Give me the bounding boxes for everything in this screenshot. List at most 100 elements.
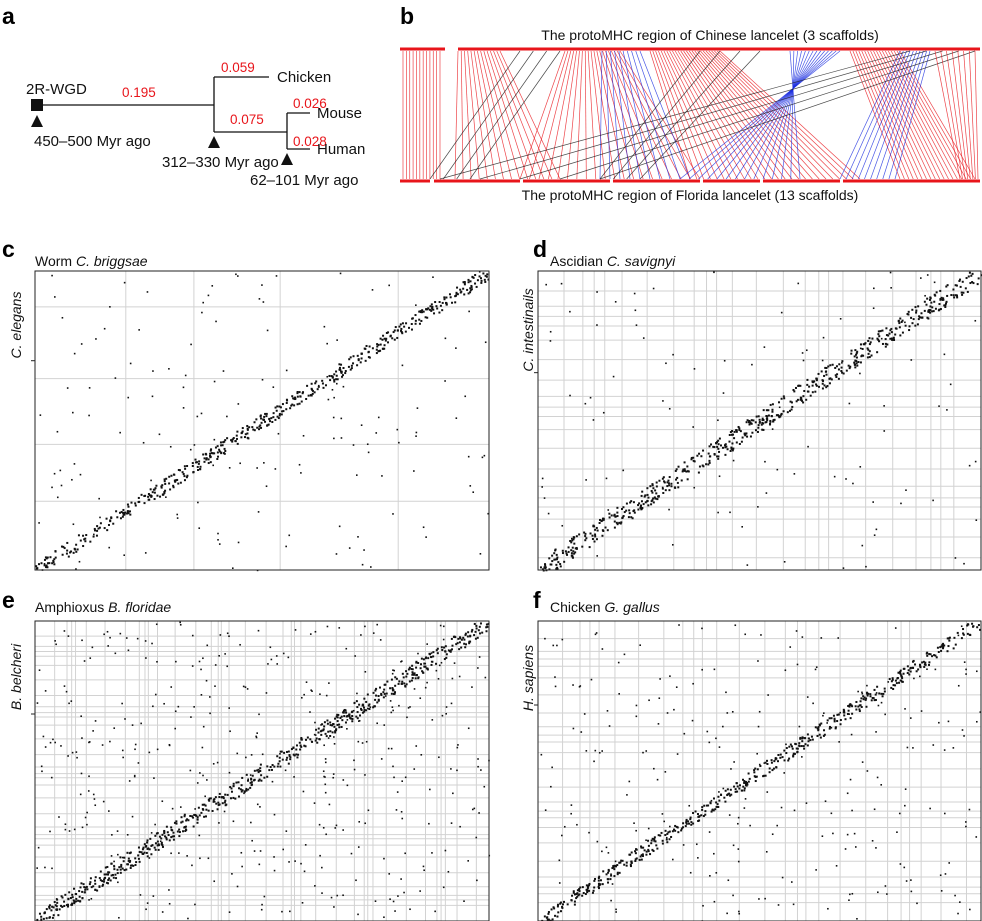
dot — [83, 538, 86, 541]
synteny-link — [605, 50, 611, 180]
dot — [323, 744, 325, 747]
dot — [869, 693, 872, 696]
dot — [252, 428, 255, 431]
dot — [38, 912, 41, 915]
dot — [305, 738, 308, 741]
dot — [701, 627, 703, 630]
dot — [749, 435, 752, 438]
dot — [641, 855, 644, 858]
dot — [852, 482, 854, 485]
dot — [413, 688, 416, 690]
dot — [185, 828, 188, 831]
x-species-label-d: Ascidian C. savignyi — [550, 253, 676, 269]
dot — [724, 446, 727, 449]
dot — [713, 271, 715, 274]
dot — [952, 288, 955, 291]
dot — [393, 669, 395, 672]
dot — [93, 527, 96, 530]
dot — [788, 745, 791, 748]
dot — [118, 511, 121, 514]
dot — [456, 769, 458, 772]
dot — [72, 523, 75, 526]
dot — [940, 296, 943, 299]
dot — [296, 391, 299, 394]
dot — [480, 281, 483, 284]
dot — [333, 378, 336, 381]
dot — [959, 278, 962, 281]
dot — [286, 756, 289, 759]
dot — [153, 777, 155, 779]
dot — [896, 831, 898, 833]
dot — [539, 566, 542, 569]
dot — [638, 858, 641, 861]
dot — [89, 657, 92, 659]
dot — [311, 392, 314, 395]
dot — [342, 711, 345, 714]
dot — [701, 806, 704, 809]
dot — [292, 397, 295, 400]
dot — [191, 465, 194, 468]
dot — [825, 367, 828, 370]
synteny-link — [613, 50, 721, 180]
synteny-link — [951, 50, 969, 180]
dot — [946, 284, 949, 287]
dot — [592, 524, 595, 527]
wgd-label: 2R-WGD — [26, 81, 87, 98]
synteny-link — [940, 50, 963, 180]
dot — [755, 415, 758, 418]
dot — [423, 662, 426, 665]
dot — [168, 475, 171, 478]
dot — [899, 670, 902, 673]
dot — [435, 662, 438, 665]
dot — [175, 820, 178, 823]
dot — [197, 501, 199, 504]
dot — [478, 625, 481, 628]
dot — [299, 395, 302, 398]
dot — [123, 554, 126, 557]
dot — [107, 523, 110, 526]
dot — [434, 910, 436, 913]
dot — [751, 431, 754, 434]
dot — [272, 412, 275, 415]
dot — [273, 869, 276, 872]
dot — [594, 528, 597, 531]
dot — [216, 808, 219, 811]
dot — [561, 524, 564, 527]
dot — [318, 738, 321, 741]
dot — [356, 700, 358, 702]
dot — [880, 692, 883, 695]
dot — [171, 835, 174, 838]
dot — [45, 917, 48, 920]
dot — [445, 653, 448, 656]
dot — [470, 284, 473, 287]
dot — [547, 512, 550, 515]
dot — [974, 319, 977, 322]
synteny-link — [519, 50, 566, 180]
dot — [612, 375, 615, 378]
dot — [241, 776, 244, 779]
dot — [43, 563, 46, 565]
dot — [257, 629, 260, 632]
dot — [417, 677, 420, 680]
dot — [921, 316, 924, 319]
dot — [89, 881, 92, 884]
dot — [713, 668, 716, 671]
dot — [469, 291, 472, 294]
dot — [60, 484, 63, 487]
dot — [187, 819, 190, 822]
dot — [959, 285, 962, 288]
dot — [922, 660, 925, 663]
dot — [189, 815, 192, 818]
dot — [851, 712, 854, 715]
dot — [485, 626, 488, 629]
dot — [161, 800, 164, 803]
dot — [717, 455, 720, 458]
dot — [161, 833, 164, 836]
dot — [289, 756, 292, 759]
dot — [904, 788, 907, 790]
dot — [161, 493, 164, 496]
dot — [666, 481, 669, 484]
dot — [761, 419, 764, 422]
dot — [651, 499, 654, 502]
dot — [367, 451, 370, 454]
